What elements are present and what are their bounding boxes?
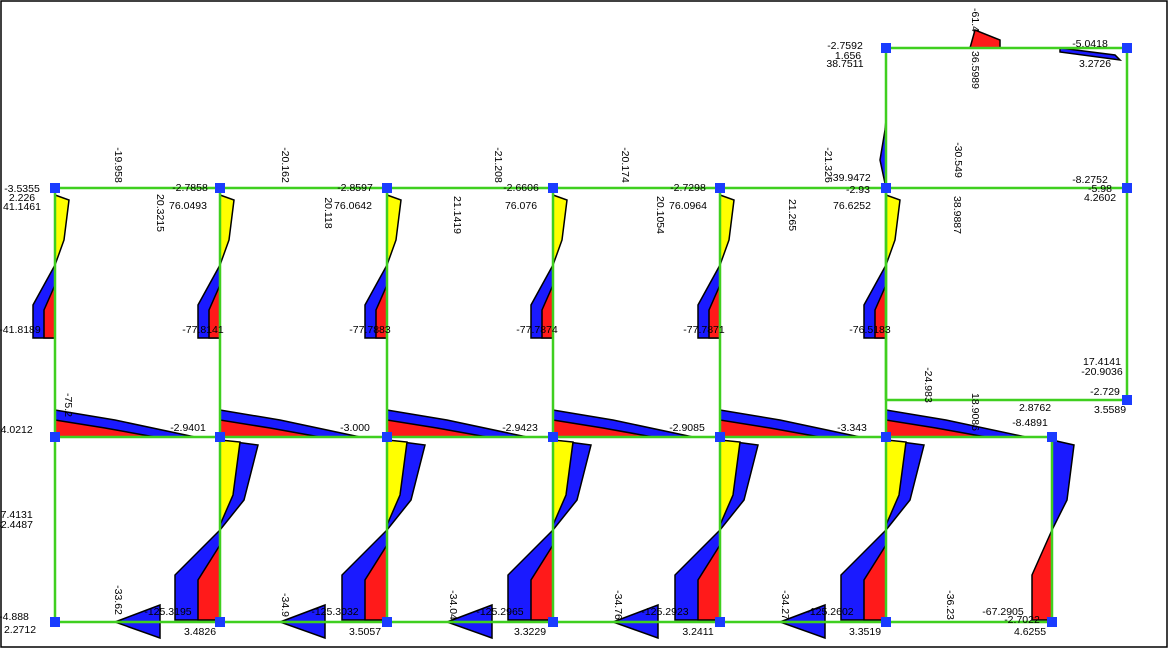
moment-label: -19.958: [112, 147, 124, 183]
moment-label: -20.162: [279, 147, 291, 183]
moment-label: -2.93: [846, 184, 870, 196]
moment-label: -33.62: [112, 585, 124, 615]
moment-label: -75.2: [62, 393, 74, 417]
moment-label: -3.343: [837, 422, 867, 434]
moment-label: -77.7874: [516, 324, 558, 336]
moment-label: 20.1054: [654, 196, 666, 234]
moment-label: 3.5589: [1094, 404, 1126, 416]
moment-label: -21.208: [492, 147, 504, 183]
moment-label: -4.888: [0, 611, 29, 623]
node: [1047, 432, 1057, 442]
moment-label: -2.729: [1090, 386, 1120, 398]
node: [1122, 183, 1132, 193]
moment-label: -24.983: [922, 367, 934, 403]
moment-label: 3.3519: [849, 626, 881, 638]
moment-label: -2.7022: [1004, 614, 1040, 626]
moment-label: -20.9036: [1081, 366, 1123, 378]
moment-label: -125.2965: [476, 606, 523, 618]
moment-label: -39.9472: [829, 172, 871, 184]
moment-label: -20.174: [619, 147, 631, 183]
moment-label: 76.0642: [334, 200, 372, 212]
moment-label: 76.0493: [169, 200, 207, 212]
moment-label: -2.6606: [503, 182, 539, 194]
moment-label: -2.7858: [172, 182, 208, 194]
node: [881, 432, 891, 442]
node: [548, 183, 558, 193]
moment-label: -2.9085: [669, 422, 705, 434]
moment-label: -34.04: [447, 590, 459, 620]
moment-label: 76.6252: [833, 200, 871, 212]
moment-label: 41.1461: [3, 201, 41, 213]
moment-label: -30.549: [952, 142, 964, 178]
moment-label: -34.76: [612, 590, 624, 620]
moment-label: 76.0964: [669, 200, 707, 212]
moment-label: -41.8189: [0, 324, 41, 336]
node: [382, 183, 392, 193]
moment-label: 20.118: [322, 197, 334, 228]
moment-label: -125.3195: [144, 606, 191, 618]
moment-label: -125.2923: [641, 606, 688, 618]
moment-label: 3.2726: [1079, 58, 1111, 70]
moment-label: -34.9: [279, 593, 291, 617]
moment-label: 21.265: [786, 199, 798, 231]
node: [50, 432, 60, 442]
moment-label: -5.0418: [1072, 38, 1108, 50]
node: [715, 617, 725, 627]
moment-label: 76.076: [505, 200, 537, 212]
moment-label: -36.23: [944, 590, 956, 620]
node: [382, 617, 392, 627]
node: [215, 183, 225, 193]
moment-label: -2.9423: [502, 422, 538, 434]
moment-label: -76.5183: [849, 324, 891, 336]
moment-label: 21.1419: [451, 196, 463, 234]
node: [215, 432, 225, 442]
moment-label: 2.2712: [4, 624, 36, 636]
node: [715, 432, 725, 442]
moment-label: 38.9887: [951, 196, 963, 234]
node: [50, 183, 60, 193]
moment-label: -125.3032: [311, 606, 358, 618]
moment-label: 4.6255: [1014, 626, 1046, 638]
moment-label: 36.5989: [969, 51, 981, 89]
moment-label: 3.5057: [349, 626, 381, 638]
moment-label: -77.7871: [683, 324, 725, 336]
moment-label: -77.7883: [349, 324, 391, 336]
moment-label: 3.2411: [682, 626, 713, 638]
node: [1122, 43, 1132, 53]
node: [715, 183, 725, 193]
node: [382, 432, 392, 442]
moment-label: 3.3229: [514, 626, 546, 638]
node: [1047, 617, 1057, 627]
moment-label: 4.2602: [1084, 192, 1116, 204]
node: [50, 617, 60, 627]
moment-label: -14.0212: [0, 424, 33, 436]
node: [548, 432, 558, 442]
moment-label: -34.27: [779, 590, 791, 620]
moment-label: -2.8597: [337, 182, 373, 194]
node: [215, 617, 225, 627]
moment-label: -77.8141: [182, 324, 224, 336]
moment-diagram: -61.4-2.75921.65638.751136.5989-5.04183.…: [0, 0, 1168, 648]
node: [881, 617, 891, 627]
moment-label: 32.4487: [0, 519, 33, 531]
moment-label: 2.8762: [1019, 402, 1051, 414]
moment-label: 18.9086: [969, 393, 981, 431]
moment-label: -2.7298: [670, 182, 706, 194]
node: [548, 617, 558, 627]
moment-label: 3.4826: [184, 626, 216, 638]
moment-label: 20.3215: [154, 194, 166, 232]
node: [881, 183, 891, 193]
moment-label: -2.9401: [170, 422, 206, 434]
moment-label: -61.4: [969, 8, 981, 32]
moment-label: -125.2602: [806, 606, 853, 618]
viewport: [1, 1, 1167, 647]
moment-label: 38.7511: [826, 58, 863, 70]
moment-label: -8.4891: [1012, 417, 1048, 429]
moment-label: -3.000: [340, 422, 370, 434]
node: [881, 43, 891, 53]
